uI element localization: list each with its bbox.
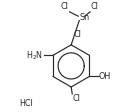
Text: Cl: Cl: [61, 2, 68, 11]
Text: H$_2$N: H$_2$N: [26, 49, 43, 62]
Text: OH: OH: [99, 72, 111, 81]
Text: Cl: Cl: [74, 30, 82, 39]
Text: Cl: Cl: [73, 94, 80, 103]
Text: HCl: HCl: [19, 99, 33, 108]
Text: Cl: Cl: [91, 2, 99, 11]
Text: Sn: Sn: [79, 13, 89, 22]
